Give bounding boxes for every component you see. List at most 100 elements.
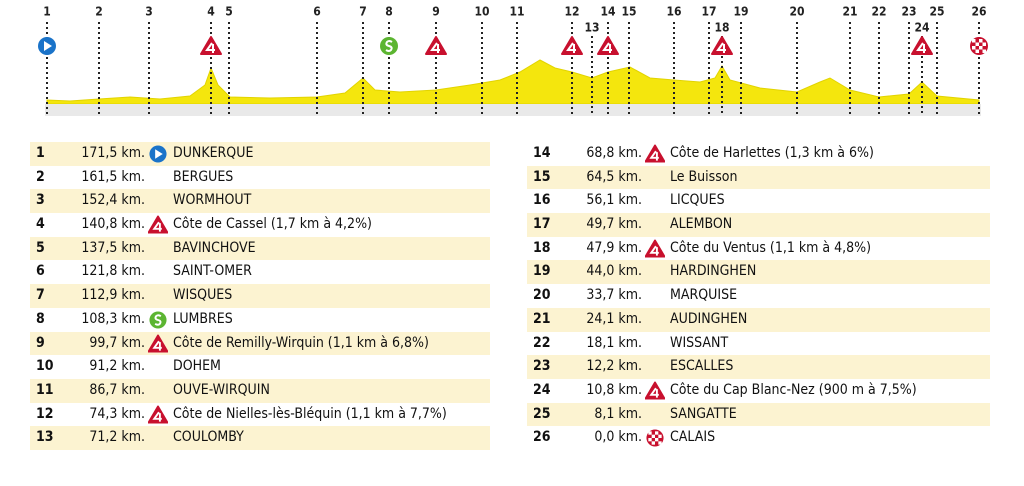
cell-num: 15 [533,168,551,185]
table-row: 15 64,5 km. Le Buisson [527,165,990,190]
cell-num: 16 [533,192,551,209]
icon-climb [711,36,733,55]
icon-sprint [149,311,167,329]
cell-name: LICQUES [670,192,725,209]
table-row: 23 12,2 km. ESCALLES [527,355,990,379]
cell-km: 71,2 km. [89,429,145,446]
cell-km: 91,2 km. [89,358,145,375]
table-row: 16 56,1 km. LICQUES [527,189,990,213]
cell-name: COULOMBY [173,429,244,446]
icon-finish [646,429,664,447]
marker-label: 4 [207,5,215,19]
icon-check [658,441,662,445]
icon-check [648,431,652,435]
table-row: 10 91,2 km. DOHEM [30,355,490,379]
cell-km: 86,7 km. [89,381,145,398]
icon-check [979,39,983,43]
cell-name: CALAIS [670,429,716,446]
icon-glyph [649,150,659,161]
cell-km: 56,1 km. [586,192,642,209]
marker-label: 15 [621,5,636,19]
marker-label: 6 [313,5,321,19]
cell-num: 10 [36,358,54,375]
cell-km: 0,0 km. [594,429,642,446]
icon-check [972,39,976,43]
row-icon [148,215,168,234]
cell-km: 121,8 km. [81,263,145,280]
elevation [46,59,980,105]
marker-label: 9 [432,5,440,19]
cell-num: 17 [533,216,551,233]
cell-num: 11 [36,381,54,398]
cell-name: Côte de Cassel (1,7 km à 4,2%) [173,216,372,233]
icon-glyph [154,314,162,326]
cell-num: 2 [36,168,45,185]
icon-climb [645,239,665,258]
icon-glyph [152,221,162,232]
marker-label: 11 [509,5,524,19]
cell-name: SAINT-OMER [173,263,252,280]
table-row: 14 68,8 km. Côte de Harlettes (1,3 km à 6%… [527,142,990,166]
icon-climb [645,144,665,163]
table-row: 3 152,4 km. WORMHOUT [30,189,490,214]
icon-climb [200,36,222,55]
icon-check [972,46,976,50]
marker-label: 22 [871,5,886,19]
icon-climb [148,333,168,353]
icon-glyph [385,40,393,52]
icon-climb [148,405,168,424]
cell-name: WISQUES [173,287,233,304]
icon-glyph [916,42,926,53]
table-right: 14 68,8 km. Côte de Harlettes (1,3 km à 6%… [527,142,990,450]
table-row: 11 86,7 km. OUVE-WIRQUIN [30,378,490,403]
marker-label: 17 [701,5,716,19]
icon-check [982,42,986,46]
icon-glyph [649,245,659,256]
icon-finish [970,37,988,55]
row-icon [148,333,168,353]
cell-num: 22 [533,334,551,351]
cell-num: 20 [533,287,551,304]
marker-label: 13 [584,21,599,35]
icon-glyph [716,42,726,53]
cell-km: 161,5 km. [81,168,145,185]
table-row: 9 99,7 km. Côte de Remilly-Wirquin (1,1 km… [30,331,490,356]
cell-name: BERGUES [173,168,234,185]
table-row: 4 140,8 km. Côte de Cassel (1,7 km à 4,2%) [30,213,490,237]
cell-km: 112,9 km. [81,287,145,304]
table-row: 22 18,1 km. WISSANT [527,332,990,356]
marker-label: 20 [789,5,804,19]
cell-km: 108,3 km. [81,310,145,327]
icon-glyph [649,387,659,398]
cell-km: 12,2 km. [586,358,642,375]
icon-check [655,431,659,435]
cell-num: 3 [36,192,45,209]
cell-num: 19 [533,263,551,280]
icon-check [975,49,979,53]
cell-name: LUMBRES [173,310,233,327]
cell-name: WISSANT [670,334,729,351]
icon-climb [425,36,447,55]
cell-name: Côte du Cap Blanc-Nez (900 m à 7,5%) [670,381,917,398]
marker-label: 25 [929,5,944,19]
marker-label: 8 [385,5,393,19]
cell-name: DUNKERQUE [173,145,254,161]
cell-km: 140,8 km. [81,216,145,233]
marker-label: 1 [43,5,51,19]
marker-label: 21 [842,5,857,19]
icon-check [655,438,659,442]
marker-label: 23 [901,5,916,19]
icon-glyph [152,411,162,422]
cell-num: 1 [36,145,45,161]
table-row: 2 161,5 km. BERGUES [30,166,490,190]
marker-label: 18 [714,21,729,35]
cell-num: 5 [36,239,45,256]
cell-num: 6 [36,263,45,280]
row-icon [646,429,664,447]
icon-glyph [152,340,162,351]
cell-km: 64,5 km. [586,168,642,185]
table-row: 18 47,9 km. Côte du Ventus (1,1 km à 4,8%) [527,237,990,261]
row-icon [149,311,167,329]
profile-base [45,104,981,116]
